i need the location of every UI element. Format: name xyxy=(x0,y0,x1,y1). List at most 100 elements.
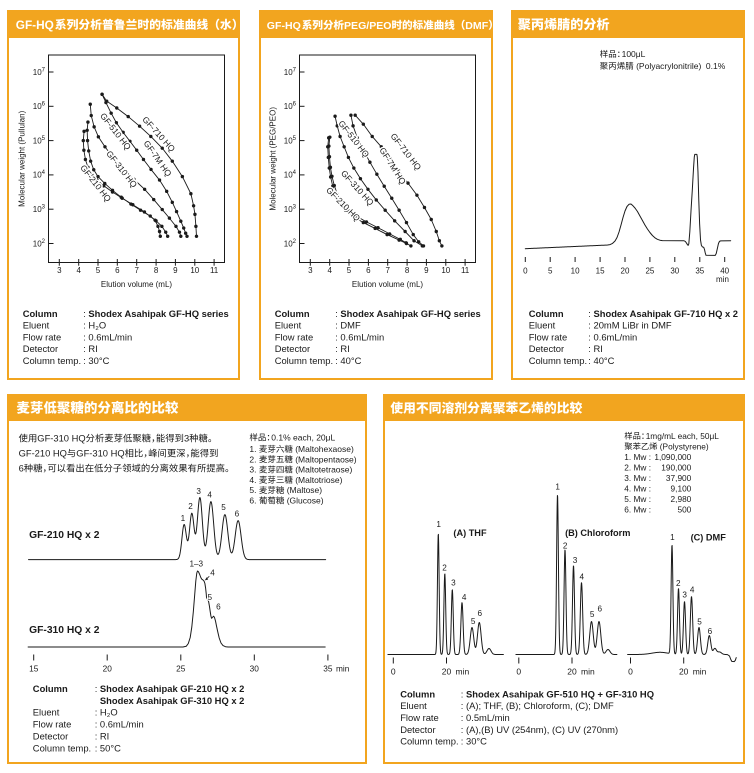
svg-text:103: 103 xyxy=(33,205,46,215)
svg-text:3: 3 xyxy=(573,556,578,565)
svg-text:2: 2 xyxy=(676,579,681,588)
svg-text:104: 104 xyxy=(284,170,297,180)
svg-text:min: min xyxy=(336,664,350,674)
svg-text::: : xyxy=(83,331,86,342)
svg-text:6: 6 xyxy=(19,464,24,474)
svg-text:Column: Column xyxy=(275,308,310,319)
svg-text:35: 35 xyxy=(323,664,333,674)
svg-text:9: 9 xyxy=(173,266,178,275)
svg-text:15: 15 xyxy=(29,664,39,674)
svg-text:5: 5 xyxy=(347,266,352,275)
svg-text:Detector: Detector xyxy=(23,343,58,354)
svg-text:2: 2 xyxy=(442,564,447,573)
svg-text:10: 10 xyxy=(571,266,580,275)
svg-text:20: 20 xyxy=(679,667,689,677)
svg-text:Column temp.: Column temp. xyxy=(33,742,91,753)
svg-text:3: 3 xyxy=(682,591,687,600)
svg-text:Elution volume (mL): Elution volume (mL) xyxy=(101,280,172,289)
svg-text:8: 8 xyxy=(154,266,159,275)
svg-text:GF-310 HQ x 2: GF-310 HQ x 2 xyxy=(29,625,100,636)
svg-text:3: 3 xyxy=(57,266,62,275)
svg-text:0: 0 xyxy=(516,667,521,677)
svg-text:(A) THF: (A) THF xyxy=(453,528,487,538)
svg-text:Column: Column xyxy=(33,683,68,694)
svg-text:1mg/mL each, 50μL: 1mg/mL each, 50μL xyxy=(646,431,720,441)
svg-text:10: 10 xyxy=(190,266,199,275)
svg-text:(Maltopentaose): (Maltopentaose) xyxy=(295,454,357,464)
svg-text::: : xyxy=(588,320,591,331)
svg-text:(Glucose): (Glucose) xyxy=(287,496,324,506)
svg-text:(C) DMF: (C) DMF xyxy=(691,533,727,543)
svg-text:GF-310 HQ: GF-310 HQ xyxy=(37,434,85,444)
svg-text::: : xyxy=(335,343,338,354)
svg-text:25: 25 xyxy=(645,266,654,275)
svg-text:min: min xyxy=(581,667,595,677)
svg-text:RI: RI xyxy=(340,343,349,354)
svg-text:Column temp.: Column temp. xyxy=(400,736,458,747)
svg-text::: : xyxy=(461,724,464,735)
svg-text:9: 9 xyxy=(424,266,429,275)
svg-text:GF-210 HQ x 2: GF-210 HQ x 2 xyxy=(29,530,100,541)
svg-text:Column temp.: Column temp. xyxy=(529,355,587,366)
svg-text:6: 6 xyxy=(366,266,371,275)
svg-text:Flow rate: Flow rate xyxy=(400,712,439,723)
svg-text:2: 2 xyxy=(188,502,193,511)
svg-text:6: 6 xyxy=(216,603,221,612)
svg-text:Molecular weight (PEG/PEO): Molecular weight (PEG/PEO) xyxy=(269,107,278,211)
svg-text:3.: 3. xyxy=(249,465,256,475)
svg-text:6: 6 xyxy=(598,605,603,614)
svg-text:4: 4 xyxy=(210,569,215,578)
svg-text:6: 6 xyxy=(115,266,120,275)
svg-text:40: 40 xyxy=(720,266,729,275)
svg-text:(Maltose): (Maltose) xyxy=(287,485,323,495)
svg-text:25: 25 xyxy=(176,664,186,674)
svg-text:DMF: DMF xyxy=(340,320,361,331)
svg-text:11: 11 xyxy=(461,266,470,275)
svg-text:103: 103 xyxy=(284,205,297,215)
svg-text:5. Mw :: 5. Mw : xyxy=(624,494,651,504)
svg-text:GF-310 HQ: GF-310 HQ xyxy=(76,449,124,459)
svg-text:4.: 4. xyxy=(249,475,256,485)
svg-text:8: 8 xyxy=(405,266,410,275)
svg-text:5: 5 xyxy=(208,593,213,602)
svg-text:RI: RI xyxy=(100,731,109,742)
svg-text:1,090,000: 1,090,000 xyxy=(654,452,691,462)
svg-text:GF-HQ: GF-HQ xyxy=(16,18,54,32)
svg-text:Flow rate: Flow rate xyxy=(529,331,568,342)
svg-text:Flow rate: Flow rate xyxy=(275,331,314,342)
svg-text:3: 3 xyxy=(308,266,313,275)
svg-text:(B) Chloroform: (B) Chloroform xyxy=(565,528,630,538)
svg-text:100μL: 100μL xyxy=(622,49,646,59)
svg-text:1: 1 xyxy=(436,520,441,529)
svg-text:Detector: Detector xyxy=(400,724,435,735)
svg-text:Shodex Asahipak GF-510 HQ + GF: Shodex Asahipak GF-510 HQ + GF-310 HQ xyxy=(466,688,654,699)
svg-text:0.1% each, 20μL: 0.1% each, 20μL xyxy=(271,432,335,442)
svg-text:RI: RI xyxy=(594,343,603,354)
svg-text:4: 4 xyxy=(462,593,467,602)
svg-text:6: 6 xyxy=(478,609,483,618)
svg-text:H: H xyxy=(88,320,95,331)
svg-text:6: 6 xyxy=(235,510,240,519)
svg-text:3: 3 xyxy=(196,487,201,496)
svg-text:50°C: 50°C xyxy=(100,742,121,753)
svg-text:Eluent: Eluent xyxy=(23,320,50,331)
svg-text:2. Mw :: 2. Mw : xyxy=(624,462,651,472)
svg-text:Shodex Asahipak GF-710 HQ x 2: Shodex Asahipak GF-710 HQ x 2 xyxy=(594,308,739,319)
svg-text:0.6mL/min: 0.6mL/min xyxy=(100,719,144,730)
svg-text::: : xyxy=(461,736,464,747)
svg-text:107: 107 xyxy=(284,67,297,77)
svg-text:0.6mL/min: 0.6mL/min xyxy=(88,331,132,342)
svg-text:Eluent: Eluent xyxy=(33,707,60,718)
svg-text:500: 500 xyxy=(677,504,691,514)
svg-text:Column: Column xyxy=(23,308,58,319)
svg-text::: : xyxy=(588,343,591,354)
svg-text:0.6mL/min: 0.6mL/min xyxy=(594,331,638,342)
svg-text:2: 2 xyxy=(563,542,568,551)
svg-text:0.5mL/min: 0.5mL/min xyxy=(466,712,510,723)
svg-text:20mM LiBr in DMF: 20mM LiBr in DMF xyxy=(594,320,672,331)
svg-text:Shodex Asahipak GF-HQ series: Shodex Asahipak GF-HQ series xyxy=(340,308,480,319)
svg-text:O: O xyxy=(99,320,106,331)
svg-text:102: 102 xyxy=(284,239,297,249)
svg-text::: : xyxy=(335,331,338,342)
svg-text:PEG/PEO: PEG/PEO xyxy=(344,20,391,32)
